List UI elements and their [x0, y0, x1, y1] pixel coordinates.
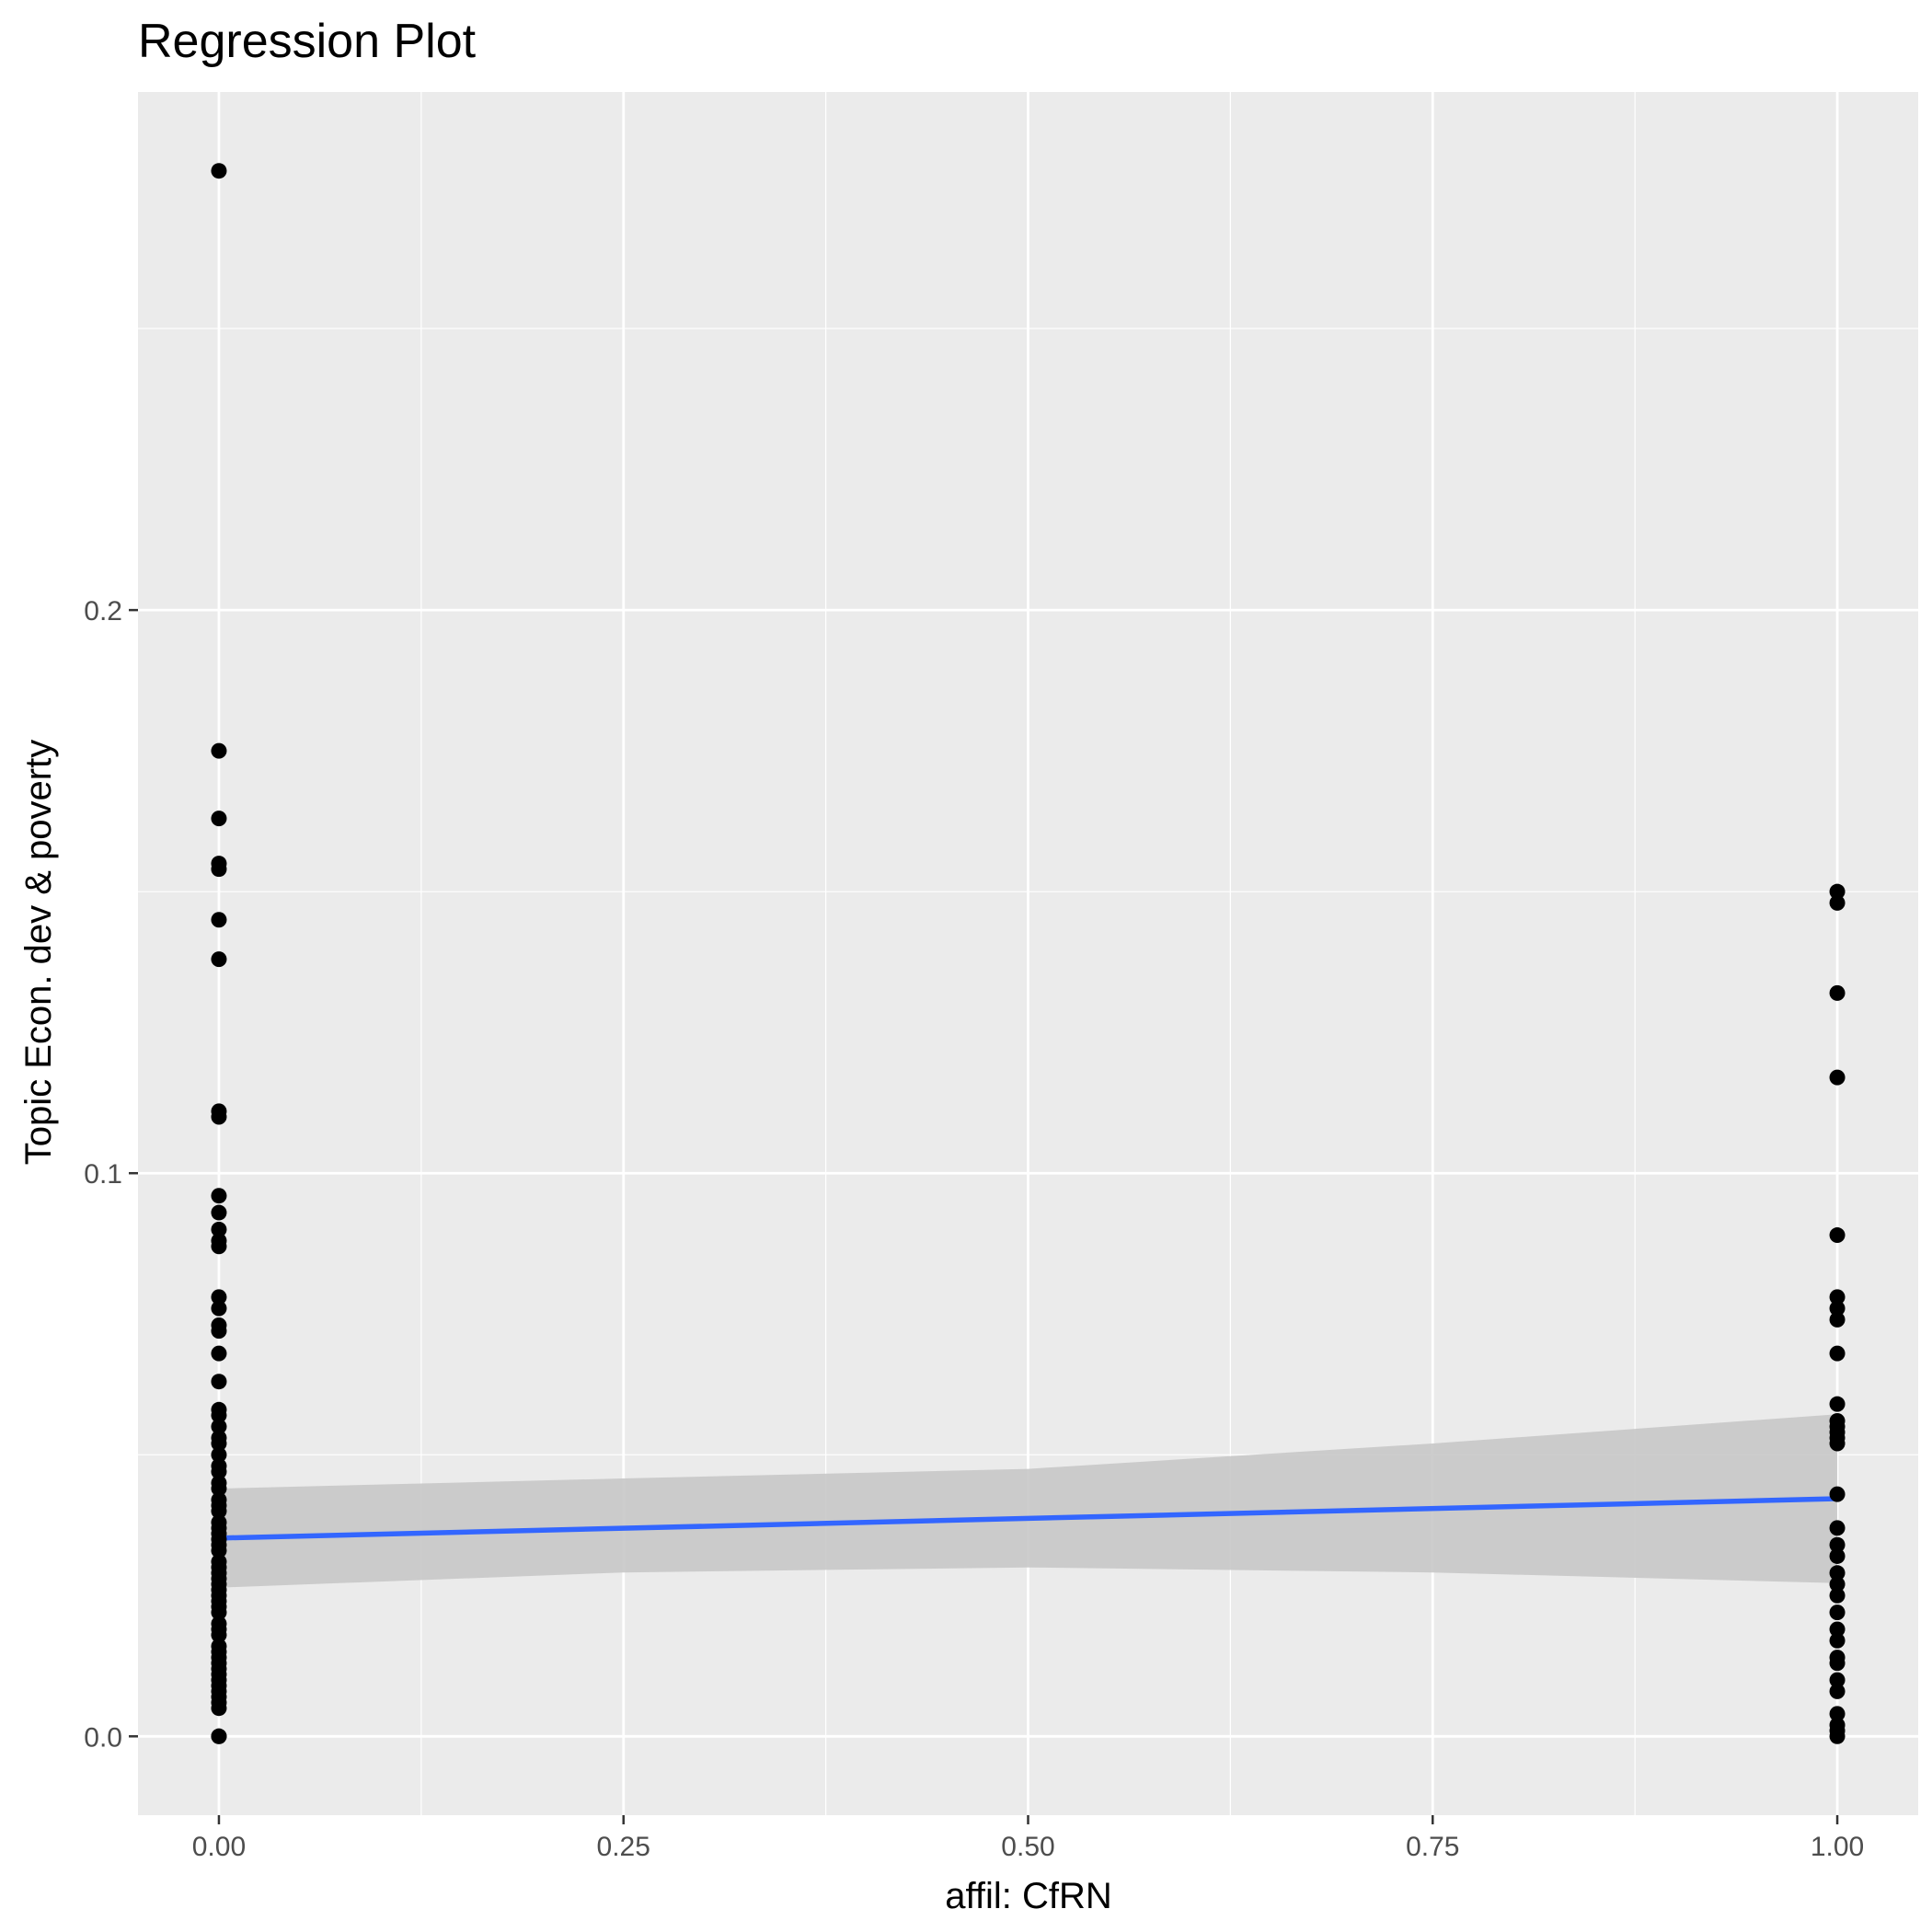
data-point — [211, 1604, 227, 1621]
data-point — [211, 1323, 227, 1340]
x-tick-label: 0.50 — [1001, 1832, 1054, 1862]
data-point — [211, 1502, 227, 1519]
data-point — [211, 861, 227, 878]
data-point — [1829, 1706, 1846, 1722]
data-point — [1829, 894, 1846, 911]
data-point — [211, 1542, 227, 1558]
data-point — [211, 912, 227, 928]
data-point — [211, 163, 227, 179]
x-tick-label: 0.75 — [1406, 1832, 1459, 1862]
confidence-band — [219, 1414, 1837, 1588]
data-point — [211, 1728, 227, 1744]
data-point — [211, 1464, 227, 1480]
data-point — [211, 1446, 227, 1463]
data-point — [1829, 1565, 1846, 1581]
data-point — [1829, 1547, 1846, 1564]
data-point — [1829, 883, 1846, 900]
data-point — [1829, 984, 1846, 1001]
data-point — [211, 1700, 227, 1717]
data-point — [211, 951, 227, 968]
data-point — [1829, 1621, 1846, 1638]
data-point — [211, 1345, 227, 1362]
x-axis-title: affil: CfRN — [945, 1876, 1112, 1916]
data-point — [211, 1419, 227, 1435]
axes: 0.00 0.25 0.50 0.75 1.00 0.0 0.1 0.2 — [84, 596, 1864, 1862]
x-tick-label: 1.00 — [1811, 1832, 1864, 1862]
data-point — [1829, 1345, 1846, 1362]
data-point — [211, 1289, 227, 1305]
data-point — [211, 742, 227, 759]
data-points — [211, 163, 1846, 1744]
fit-line-layer — [218, 1496, 1838, 1541]
data-point — [211, 1480, 227, 1497]
data-point — [1829, 1311, 1846, 1328]
data-point — [1829, 1683, 1846, 1699]
data-point — [1829, 1069, 1846, 1086]
chart-title: Regression Plot — [138, 15, 477, 68]
data-point — [211, 811, 227, 827]
data-point — [1829, 1536, 1846, 1553]
data-point — [1829, 1435, 1846, 1452]
data-point — [211, 1221, 227, 1237]
y-tick-label: 0.2 — [84, 596, 122, 627]
y-tick-label: 0.1 — [84, 1159, 122, 1190]
y-tick-label: 0.0 — [84, 1722, 122, 1753]
data-point — [211, 1188, 227, 1204]
data-point — [211, 1238, 227, 1255]
data-point — [1829, 1604, 1846, 1621]
data-point — [1829, 1486, 1846, 1502]
data-point — [211, 1435, 227, 1452]
data-point — [211, 1300, 227, 1317]
data-point — [211, 1627, 227, 1643]
data-point — [1829, 1227, 1846, 1244]
data-point — [1829, 1587, 1846, 1604]
data-point — [211, 1109, 227, 1125]
data-point — [211, 1204, 227, 1221]
data-point — [211, 1407, 227, 1423]
data-point — [1829, 1655, 1846, 1672]
x-tick-label: 0.00 — [192, 1832, 246, 1862]
data-point — [1829, 1576, 1846, 1593]
data-point — [1829, 1520, 1846, 1536]
data-point — [1829, 1300, 1846, 1317]
data-point — [1829, 1728, 1846, 1744]
y-axis-title: Topic Econ. dev & poverty — [18, 740, 59, 1165]
data-point — [1829, 1632, 1846, 1649]
data-point — [1829, 1672, 1846, 1688]
confidence-band-layer — [219, 1414, 1837, 1588]
data-point — [211, 1374, 227, 1390]
data-point — [1829, 1289, 1846, 1305]
regression-line — [218, 1496, 1838, 1541]
x-tick-label: 0.25 — [597, 1832, 650, 1862]
data-point — [1829, 1396, 1846, 1412]
